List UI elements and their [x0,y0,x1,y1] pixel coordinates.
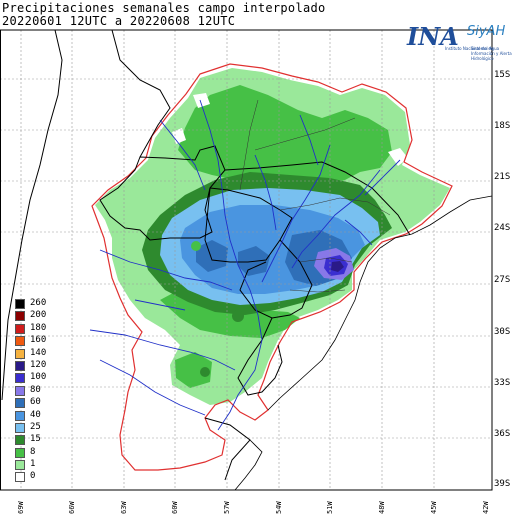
legend-label: 25 [30,421,41,432]
legend-item: 80 [15,385,55,397]
legend-label: 60 [30,397,41,408]
precip-band-8c [175,352,212,388]
legend-item: 0 [15,471,55,483]
rivers [89,99,401,431]
legend-swatch [15,410,25,421]
legend-label: 8 [30,446,36,457]
legend-swatch [15,360,25,371]
precip-spot [200,367,210,377]
precip-spot [191,241,201,251]
legend-swatch [15,299,25,309]
legend-swatch [15,385,25,396]
lat-label: 39S [494,479,511,489]
logo-org-text: Instituto Nacional del Agua [445,46,500,51]
logo-ina-text: INA [407,22,459,51]
legend-swatch [15,435,25,446]
legend-label: 40 [30,409,41,420]
legend-item: 160 [15,335,55,347]
no-precip-gap [193,93,210,108]
legend-item: 140 [15,348,55,360]
lon-label: 69W [17,501,25,514]
lon-label: 48W [378,501,386,514]
lon-label: 60W [171,501,179,514]
legend-label: 140 [30,347,47,358]
lon-label: 57W [223,501,231,514]
legend-item: 8 [15,447,55,459]
legend-swatch [15,323,25,334]
coastline [234,195,493,491]
legend-item: 15 [15,434,55,446]
legend-label: 180 [30,322,47,333]
lon-label: 42W [482,501,490,514]
logo-siyah-text: SiyAH [467,24,506,39]
lon-label: 54W [275,501,283,514]
legend-swatch [15,336,25,347]
legend-label: 0 [30,471,36,482]
legend-label: 160 [30,335,47,346]
precipitation-field [95,68,450,405]
lon-label: 51W [326,501,334,514]
legend-swatch [15,447,25,458]
ina-siyah-logo: INA SiyAH Instituto Nacional del Agua Si… [407,22,517,67]
country-borders [1,29,411,481]
lat-label: 18S [494,121,511,131]
lat-label: 27S [494,275,511,285]
legend-label: 1 [30,459,36,470]
legend-item: 180 [15,323,55,335]
no-precip-gap [388,148,408,166]
legend-swatch [15,422,25,433]
lon-label: 45W [430,501,438,514]
legend-item: 200 [15,310,55,322]
precip-spot [232,310,244,322]
map-frame [0,29,493,491]
legend-label: 260 [30,298,47,308]
lat-label: 36S [494,429,511,439]
state-borders [239,99,391,293]
legend-swatch [15,373,25,384]
legend-item: 100 [15,372,55,384]
lon-label: 63W [120,501,128,514]
legend-label: 200 [30,310,47,321]
legend-label: 120 [30,359,47,370]
legend-item: 25 [15,422,55,434]
precip-band-60b [196,240,228,272]
legend-swatch [15,348,25,359]
lat-label: 33S [494,378,511,388]
map-title: Precipitaciones semanales campo interpol… [2,1,326,15]
legend-swatch [15,398,25,409]
lon-label: 66W [68,501,76,514]
precip-band-120 [331,261,344,272]
lat-label: 15S [494,70,511,80]
lat-label: 21S [494,172,511,182]
legend-item: 120 [15,360,55,372]
legend-swatch [15,460,25,471]
legend-label: 15 [30,434,41,445]
legend-item: 260 [15,298,55,310]
legend-label: 100 [30,372,47,383]
legend-item: 1 [15,459,55,471]
lat-label: 24S [494,223,511,233]
legend-swatch [15,472,25,483]
legend-swatch [15,311,25,322]
precipitation-legend: 260 200 180 160 140 120 100 80 60 40 25 15 8 1 0 [15,298,55,484]
legend-item: 60 [15,397,55,409]
lat-label: 30S [494,327,511,337]
legend-label: 80 [30,384,41,395]
legend-item: 40 [15,410,55,422]
precip-band-8 [178,85,392,190]
basin-outline [91,63,453,471]
map-date-range: 20220601 12UTC a 20220608 12UTC [2,14,236,28]
logo-subtitle-text: Sistema de Información y Alerta Hidrológ… [471,46,512,61]
